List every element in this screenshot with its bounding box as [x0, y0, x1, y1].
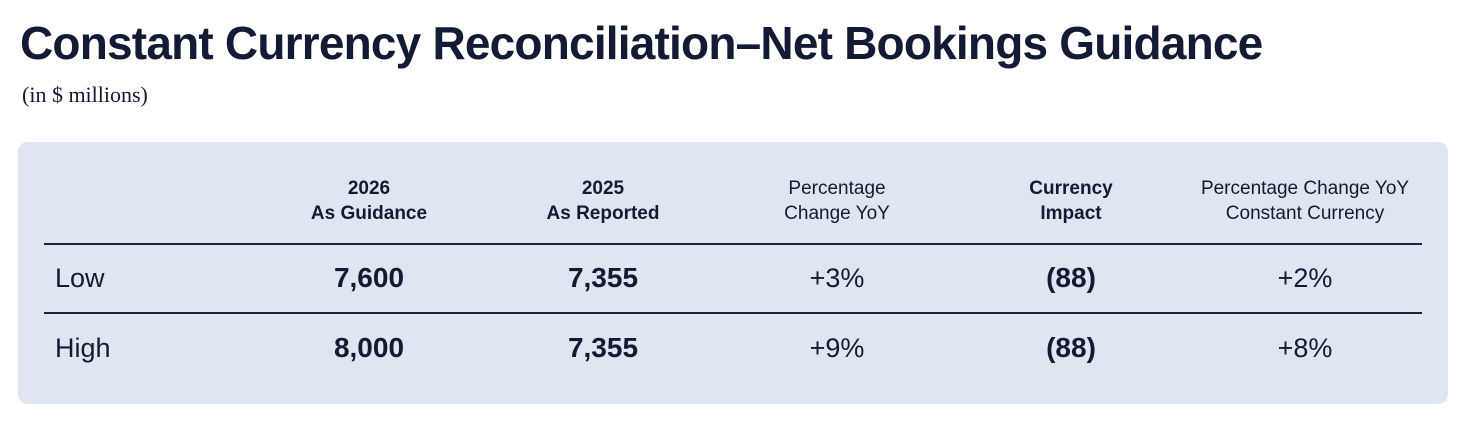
column-header-line1: 2026: [347, 177, 391, 199]
row-label: High: [55, 332, 111, 363]
high-pct-change-yoy-value: +9%: [809, 332, 865, 363]
row-label: Low: [55, 263, 105, 294]
column-header-line1: Percentage: [788, 177, 886, 199]
low-pct-change-yoy-value: +3%: [809, 263, 865, 294]
high-currency-impact-value: (88): [1046, 331, 1096, 363]
column-header-currency-impact: Currency Impact: [954, 176, 1188, 227]
low-2026-guidance-value: 7,600: [333, 262, 405, 294]
column-header-line2: As Reported: [546, 203, 660, 225]
high-2026-guidance-value: 8,000: [333, 331, 405, 363]
low-currency-impact-value: (88): [1046, 262, 1096, 294]
column-header-percentage-change-yoy-constant-currency: Percentage Change YoY Constant Currency: [1188, 176, 1422, 227]
table-row-high: High 8,000 7,355 +9% (88) +8%: [44, 314, 1422, 383]
column-header-line2: As Guidance: [310, 203, 428, 225]
reconciliation-table-card: 2026 As Guidance 2025 As Reported Percen…: [18, 142, 1448, 404]
column-header-line2: Constant Currency: [1225, 203, 1385, 225]
column-header-line1: 2025: [581, 177, 625, 199]
column-header-line2: Change YoY: [784, 203, 890, 225]
low-2025-reported-value: 7,355: [567, 262, 639, 294]
high-pct-change-yoy-cc-value: +8%: [1277, 332, 1333, 363]
table-row-low: Low 7,600 7,355 +3% (88) +2%: [44, 245, 1422, 314]
high-2025-reported-value: 7,355: [567, 331, 639, 363]
column-header-line2: Impact: [1040, 203, 1102, 225]
table-header-row: 2026 As Guidance 2025 As Reported Percen…: [44, 142, 1422, 245]
column-header-2026-as-guidance: 2026 As Guidance: [252, 176, 486, 227]
column-header-2025-as-reported: 2025 As Reported: [486, 176, 720, 227]
column-header-percentage-change-yoy: Percentage Change YoY: [720, 176, 954, 227]
low-pct-change-yoy-cc-value: +2%: [1277, 263, 1333, 294]
column-header-line1: Currency: [1029, 177, 1113, 199]
page-title: Constant Currency Reconciliation–Net Boo…: [20, 17, 1263, 69]
units-subtitle: (in $ millions): [22, 82, 148, 107]
column-header-line1: Percentage Change YoY: [1200, 177, 1410, 199]
